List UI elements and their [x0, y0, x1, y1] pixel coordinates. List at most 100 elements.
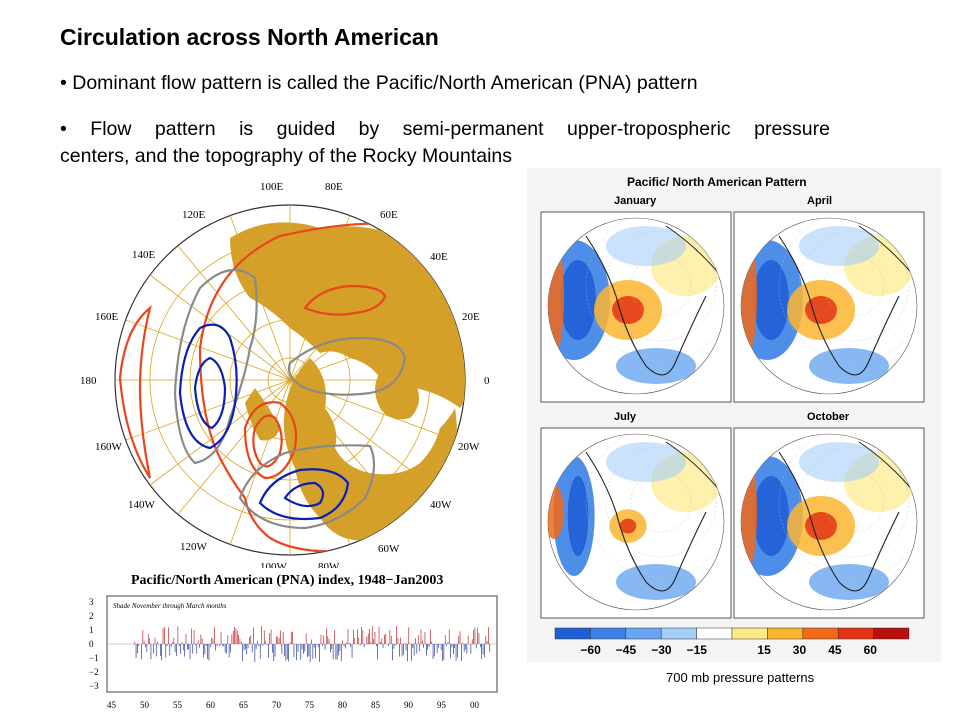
- colorbar-label: 45: [828, 643, 842, 657]
- pna-bar: [221, 632, 222, 644]
- colorbar-label: 30: [793, 643, 807, 657]
- pna-bar: [348, 629, 349, 644]
- pna-bar: [201, 635, 202, 644]
- lon-label-160w: 160W: [95, 441, 123, 453]
- lon-label-20e: 20E: [462, 311, 480, 323]
- pna-bar: [169, 644, 170, 655]
- pna-bar: [190, 644, 191, 659]
- pna-bar: [226, 644, 227, 654]
- anomaly-positive-core: [620, 519, 637, 534]
- pna-bar: [183, 644, 184, 650]
- lon-label-20w: 20W: [458, 441, 480, 453]
- lon-label-40w: 40W: [430, 499, 452, 511]
- pna-bar: [159, 644, 160, 645]
- pna-bar: [489, 644, 490, 652]
- pna-bar: [411, 644, 412, 661]
- lon-label-60e: 60E: [380, 209, 398, 221]
- pna-xtick: 00: [470, 700, 480, 710]
- pna-bar: [449, 629, 450, 644]
- pna-bar: [138, 644, 139, 646]
- pna-bar: [468, 636, 469, 645]
- pna-bar: [172, 642, 173, 644]
- pna-bar: [176, 644, 177, 656]
- pna-index-chart: Pacific/North American (PNA) index, 1948…: [85, 568, 505, 716]
- pna-bar: [178, 626, 179, 644]
- pna-bar: [457, 644, 458, 658]
- pna-index-title: Pacific/North American (PNA) index, 1948…: [131, 573, 443, 588]
- pna-bar: [445, 635, 446, 644]
- pna-bar: [160, 644, 161, 656]
- pna-bar: [214, 627, 215, 644]
- pna-bar: [403, 644, 404, 655]
- colorbar-swatch: [626, 628, 661, 639]
- pna-bar: [291, 632, 292, 644]
- pna-ytick: 0: [89, 639, 94, 649]
- pna-bar: [283, 632, 284, 644]
- pna-bar: [155, 638, 156, 644]
- pna-bar: [186, 634, 187, 644]
- pna-bar: [344, 644, 345, 646]
- pna-index-note: Shade November through March months: [113, 602, 227, 610]
- pna-bar: [404, 643, 405, 644]
- pna-bar: [209, 644, 210, 661]
- pna-bar: [134, 642, 135, 644]
- pna-bar: [337, 644, 338, 660]
- pna-bar: [367, 637, 368, 644]
- lon-label-160e: 160E: [95, 311, 119, 323]
- pna-xtick: 85: [371, 700, 381, 710]
- pna-bar: [296, 644, 297, 660]
- pna-bar: [300, 644, 301, 660]
- season-label: October: [807, 411, 850, 423]
- pna-bar: [287, 644, 288, 659]
- pna-xtick: 50: [140, 700, 150, 710]
- pna-bar: [368, 634, 369, 645]
- pna-bar: [388, 644, 389, 646]
- pna-bar: [476, 644, 477, 648]
- pna-bar: [487, 641, 488, 644]
- pna-bar: [314, 644, 315, 648]
- season-label: April: [807, 195, 832, 207]
- pna-bar: [232, 634, 233, 644]
- pna-bar: [187, 644, 188, 649]
- pna-bar: [417, 644, 418, 654]
- pna-bar: [360, 644, 361, 646]
- pna-bar: [361, 627, 362, 644]
- pna-bar: [333, 644, 334, 659]
- pna-bar: [434, 644, 435, 656]
- pna-bar: [175, 644, 176, 652]
- pna-bar: [304, 644, 305, 651]
- pna-bar: [325, 644, 326, 650]
- pna-bar: [257, 641, 258, 644]
- lon-label-120w: 120W: [180, 541, 208, 553]
- pna-bar: [238, 635, 239, 644]
- pna-bar: [184, 644, 185, 657]
- pna-bar: [396, 626, 397, 644]
- pna-bar: [450, 644, 451, 658]
- pna-bar: [446, 644, 447, 646]
- pna-bar: [229, 644, 230, 657]
- pna-bar: [467, 644, 468, 654]
- lon-label-140e: 140E: [132, 249, 156, 261]
- pna-bar: [315, 644, 316, 658]
- pna-bar: [252, 644, 253, 653]
- pna-bar: [444, 644, 445, 660]
- pna-bar: [230, 644, 231, 652]
- pna-xtick: 75: [305, 700, 315, 710]
- pna-bar: [261, 626, 262, 644]
- pna-bar: [198, 640, 199, 644]
- pna-bar: [136, 644, 137, 658]
- pna-bar: [319, 644, 320, 662]
- pna-bar: [145, 644, 146, 647]
- pna-bar: [425, 632, 426, 644]
- pna-bar: [205, 644, 206, 654]
- pna-bar: [161, 644, 162, 660]
- pna-bar: [454, 644, 455, 648]
- pna-bar: [241, 642, 242, 644]
- season-panel-july: July: [541, 411, 736, 618]
- pna-xtick: 65: [239, 700, 249, 710]
- colorbar-swatch: [838, 628, 873, 639]
- pna-bar: [415, 638, 416, 644]
